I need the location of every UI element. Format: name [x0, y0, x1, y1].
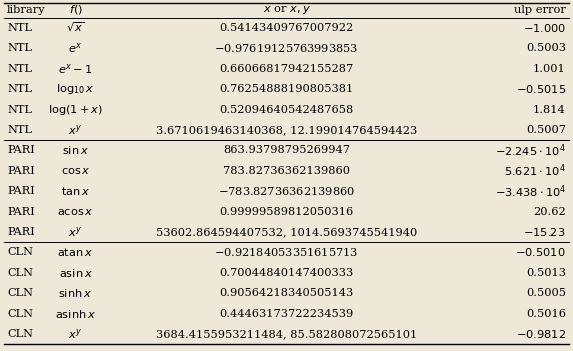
Text: $\mathrm{asin}\, x$: $\mathrm{asin}\, x$ [58, 267, 92, 279]
Text: 0.5003: 0.5003 [526, 43, 566, 53]
Text: NTL: NTL [7, 125, 32, 135]
Text: 863.93798795269947: 863.93798795269947 [223, 145, 350, 155]
Text: 0.66066817942155287: 0.66066817942155287 [219, 64, 354, 74]
Text: $x^y$: $x^y$ [68, 225, 83, 239]
Text: $-0.9812$: $-0.9812$ [516, 328, 566, 340]
Text: 783.82736362139860: 783.82736362139860 [223, 166, 350, 176]
Text: ulp error: ulp error [514, 5, 566, 15]
Text: $x^y$: $x^y$ [68, 327, 83, 341]
Text: $\log(1+x)$: $\log(1+x)$ [48, 102, 103, 117]
Text: $\log_{10} x$: $\log_{10} x$ [56, 82, 95, 96]
Text: 0.52094640542487658: 0.52094640542487658 [219, 105, 354, 114]
Text: 3.67106194631​40368, 12.199014764594423: 3.67106194631​40368, 12.199014764594423 [156, 125, 417, 135]
Text: $\sin x$: $\sin x$ [62, 144, 89, 156]
Text: $x^y$: $x^y$ [68, 123, 83, 137]
Text: $-$0.92184053351615713: $-$0.92184053351615713 [214, 246, 359, 258]
Text: NTL: NTL [7, 84, 32, 94]
Text: 0.5005: 0.5005 [526, 288, 566, 298]
Text: $-0.5010$: $-0.5010$ [515, 246, 566, 258]
Text: 0.5016: 0.5016 [526, 309, 566, 319]
Text: $\mathrm{asinh}\, x$: $\mathrm{asinh}\, x$ [55, 308, 96, 320]
Text: $-$0.97619125763993853: $-$0.97619125763993853 [214, 42, 359, 54]
Text: PARI: PARI [7, 186, 35, 196]
Text: NTL: NTL [7, 43, 32, 53]
Text: $5.621 \cdot 10^4$: $5.621 \cdot 10^4$ [504, 163, 566, 179]
Text: $-$783.82736362139860: $-$783.82736362139860 [218, 185, 355, 197]
Text: 0.90564218340505143: 0.90564218340505143 [219, 288, 354, 298]
Text: CLN: CLN [7, 288, 33, 298]
Text: $-0.5015$: $-0.5015$ [516, 83, 566, 95]
Text: 0.99999589812050316: 0.99999589812050316 [219, 207, 354, 217]
Text: 1.814: 1.814 [533, 105, 566, 114]
Text: 0.76254888190805381: 0.76254888190805381 [219, 84, 354, 94]
Text: $-3.438 \cdot 10^4$: $-3.438 \cdot 10^4$ [494, 183, 566, 199]
Text: $-1.000$: $-1.000$ [523, 22, 566, 34]
Text: PARI: PARI [7, 227, 35, 237]
Text: CLN: CLN [7, 268, 33, 278]
Text: PARI: PARI [7, 207, 35, 217]
Text: $\mathrm{acos}\, x$: $\mathrm{acos}\, x$ [57, 207, 94, 217]
Text: $-15.23$: $-15.23$ [523, 226, 566, 238]
Text: CLN: CLN [7, 309, 33, 319]
Text: 0.44463173722234539: 0.44463173722234539 [219, 309, 354, 319]
Text: NTL: NTL [7, 23, 32, 33]
Text: $\mathrm{atan}\, x$: $\mathrm{atan}\, x$ [57, 246, 93, 258]
Text: $\tan x$: $\tan x$ [61, 185, 90, 197]
Text: $x$ or $x, y$: $x$ or $x, y$ [262, 4, 311, 15]
Text: NTL: NTL [7, 64, 32, 74]
Text: 0.54143409767007922: 0.54143409767007922 [219, 23, 354, 33]
Text: $-2.245 \cdot 10^4$: $-2.245 \cdot 10^4$ [495, 142, 566, 159]
Text: 0.5007: 0.5007 [526, 125, 566, 135]
Text: $e^x - 1$: $e^x - 1$ [58, 62, 93, 76]
Text: 0.5013: 0.5013 [526, 268, 566, 278]
Text: $\cos x$: $\cos x$ [61, 166, 91, 176]
Text: CLN: CLN [7, 329, 33, 339]
Text: 1.001: 1.001 [533, 64, 566, 74]
Text: CLN: CLN [7, 247, 33, 258]
Text: $f()$: $f()$ [69, 3, 83, 16]
Text: library: library [7, 5, 46, 15]
Text: $\sqrt{x}$: $\sqrt{x}$ [66, 21, 85, 34]
Text: PARI: PARI [7, 145, 35, 155]
Text: $\sinh x$: $\sinh x$ [58, 287, 93, 299]
Text: NTL: NTL [7, 105, 32, 114]
Text: 53602.864594407532, 1014.5693745541940: 53602.864594407532, 1014.5693745541940 [156, 227, 417, 237]
Text: 0.70044840147400333: 0.70044840147400333 [219, 268, 354, 278]
Text: 20.62: 20.62 [533, 207, 566, 217]
Text: PARI: PARI [7, 166, 35, 176]
Text: $e^x$: $e^x$ [68, 41, 83, 55]
Text: 3684.4155953211484, 85.582808072565101: 3684.4155953211484, 85.582808072565101 [156, 329, 417, 339]
